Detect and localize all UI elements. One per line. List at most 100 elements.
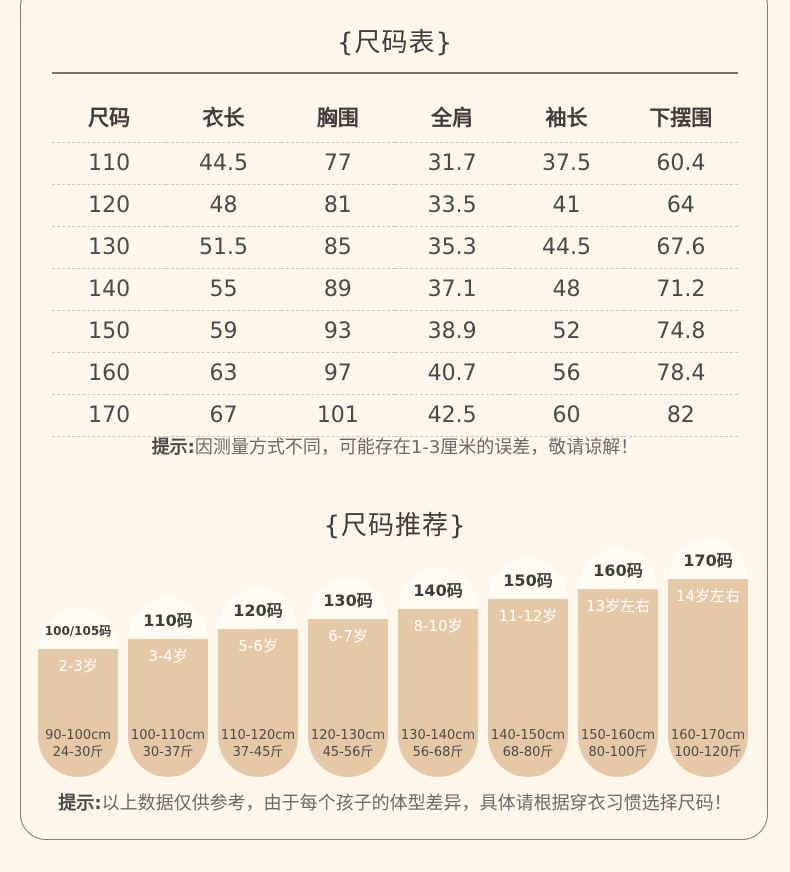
table-cell: 37.1	[394, 268, 510, 311]
card-height: 160-170cm	[670, 728, 746, 743]
size-card: 100/105码 2-3岁 90-100cm 24-30斤	[38, 607, 118, 777]
table-cell: 42.5	[394, 394, 510, 437]
card-age: 8-10岁	[413, 617, 463, 635]
table-cell: 51.5	[166, 226, 281, 269]
table-cell: 31.7	[394, 142, 510, 185]
table-row: 150 59 93 38.9 52 74.8	[52, 310, 738, 353]
table-cell: 85	[280, 226, 395, 269]
size-card: 160码 13岁左右 150-160cm 80-100斤	[578, 547, 658, 777]
card-weight: 24-30斤	[52, 745, 104, 760]
page-frame	[20, 0, 768, 840]
card-size-label: 100/105码	[38, 607, 118, 649]
size-chart-note: 提示:因测量方式不同，可能存在1-3厘米的误差，敬请谅解！	[0, 433, 790, 459]
card-height: 150-160cm	[580, 728, 656, 743]
table-cell: 74.8	[623, 310, 738, 353]
card-weight: 80-100斤	[588, 745, 648, 760]
header-shoulder: 全肩	[394, 92, 510, 143]
card-age: 5-6岁	[238, 637, 278, 655]
card-weight: 45-56斤	[322, 745, 374, 760]
card-height: 140-150cm	[490, 728, 566, 743]
card-age: 3-4岁	[148, 647, 188, 665]
table-cell: 60	[509, 394, 624, 437]
size-card: 110码 3-4岁 100-110cm 30-37斤	[128, 597, 208, 777]
card-size-label: 110码	[128, 597, 208, 639]
table-cell: 170	[52, 394, 167, 437]
header-sleeve: 袖长	[509, 92, 624, 143]
note-text: 因测量方式不同，可能存在1-3厘米的误差，敬请谅解！	[194, 437, 639, 458]
note-label: 提示:	[151, 437, 195, 458]
table-cell: 60.4	[623, 142, 738, 185]
table-cell: 140	[52, 268, 167, 311]
table-cell: 48	[509, 268, 624, 311]
table-row: 140 55 89 37.1 48 71.2	[52, 268, 738, 311]
card-size-label: 150码	[488, 557, 568, 599]
table-cell: 37.5	[509, 142, 624, 185]
table-row: 170 67 101 42.5 60 82	[52, 394, 738, 437]
size-table-header: 尺码 衣长 胸围 全肩 袖长 下摆围	[52, 92, 738, 143]
table-cell: 67.6	[623, 226, 738, 269]
table-row: 160 63 97 40.7 56 78.4	[52, 352, 738, 395]
card-height: 110-120cm	[220, 728, 296, 743]
card-weight: 100-120斤	[674, 745, 742, 760]
table-cell: 48	[166, 184, 281, 227]
table-cell: 82	[623, 394, 738, 437]
card-height: 120-130cm	[310, 728, 386, 743]
size-card: 170码 14岁左右 160-170cm 100-120斤	[668, 537, 748, 777]
table-cell: 150	[52, 310, 167, 353]
title-divider	[52, 72, 738, 74]
card-size-label: 160码	[578, 547, 658, 589]
card-age: 14岁左右	[675, 587, 741, 605]
table-cell: 67	[166, 394, 281, 437]
table-cell: 110	[52, 142, 167, 185]
table-cell: 44.5	[509, 226, 624, 269]
size-table: 尺码 衣长 胸围 全肩 袖长 下摆围 110 44.5 77 31.7 37.5 60.4…	[52, 92, 738, 437]
table-cell: 130	[52, 226, 167, 269]
note-text: 以上数据仅供参考，由于每个孩子的体型差异，具体请根据穿衣习惯选择尺码！	[101, 793, 732, 814]
card-age: 2-3岁	[58, 657, 98, 675]
card-age: 11-12岁	[498, 607, 558, 625]
table-cell: 40.7	[394, 352, 510, 395]
card-weight: 37-45斤	[232, 745, 284, 760]
table-cell: 55	[166, 268, 281, 311]
header-length: 衣长	[166, 92, 281, 143]
note-label: 提示:	[58, 793, 102, 814]
table-cell: 64	[623, 184, 738, 227]
recommend-note: 提示:以上数据仅供参考，由于每个孩子的体型差异，具体请根据穿衣习惯选择尺码！	[0, 789, 790, 815]
table-cell: 101	[280, 394, 395, 437]
card-age: 6-7岁	[328, 627, 368, 645]
table-cell: 35.3	[394, 226, 510, 269]
card-size-label: 170码	[668, 537, 748, 579]
table-cell: 63	[166, 352, 281, 395]
card-weight: 30-37斤	[142, 745, 194, 760]
table-row: 120 48 81 33.5 41 64	[52, 184, 738, 227]
table-cell: 77	[280, 142, 395, 185]
table-cell: 120	[52, 184, 167, 227]
card-age: 13岁左右	[585, 597, 651, 615]
size-card: 130码 6-7岁 120-130cm 45-56斤	[308, 577, 388, 777]
table-cell: 56	[509, 352, 624, 395]
table-cell: 41	[509, 184, 624, 227]
recommend-title: {尺码推荐}	[323, 511, 467, 541]
card-height: 130-140cm	[400, 728, 476, 743]
size-card: 150码 11-12岁 140-150cm 68-80斤	[488, 557, 568, 777]
table-row: 130 51.5 85 35.3 44.5 67.6	[52, 226, 738, 269]
table-cell: 33.5	[394, 184, 510, 227]
size-card: 140码 8-10岁 130-140cm 56-68斤	[398, 567, 478, 777]
size-chart-title: {尺码表}	[336, 28, 454, 58]
card-weight: 56-68斤	[412, 745, 464, 760]
table-cell: 59	[166, 310, 281, 353]
card-size-label: 120码	[218, 587, 298, 629]
table-cell: 81	[280, 184, 395, 227]
table-cell: 160	[52, 352, 167, 395]
header-chest: 胸围	[280, 92, 395, 143]
header-hem: 下摆围	[623, 92, 738, 143]
card-height: 100-110cm	[130, 728, 206, 743]
table-cell: 93	[280, 310, 395, 353]
card-size-label: 130码	[308, 577, 388, 619]
table-row: 110 44.5 77 31.7 37.5 60.4	[52, 142, 738, 185]
table-cell: 52	[509, 310, 624, 353]
table-cell: 71.2	[623, 268, 738, 311]
table-cell: 44.5	[166, 142, 281, 185]
recommend-cards: 100/105码 2-3岁 90-100cm 24-30斤 110码 3-4岁 100-11…	[38, 0, 758, 872]
size-card: 120码 5-6岁 110-120cm 37-45斤	[218, 587, 298, 777]
